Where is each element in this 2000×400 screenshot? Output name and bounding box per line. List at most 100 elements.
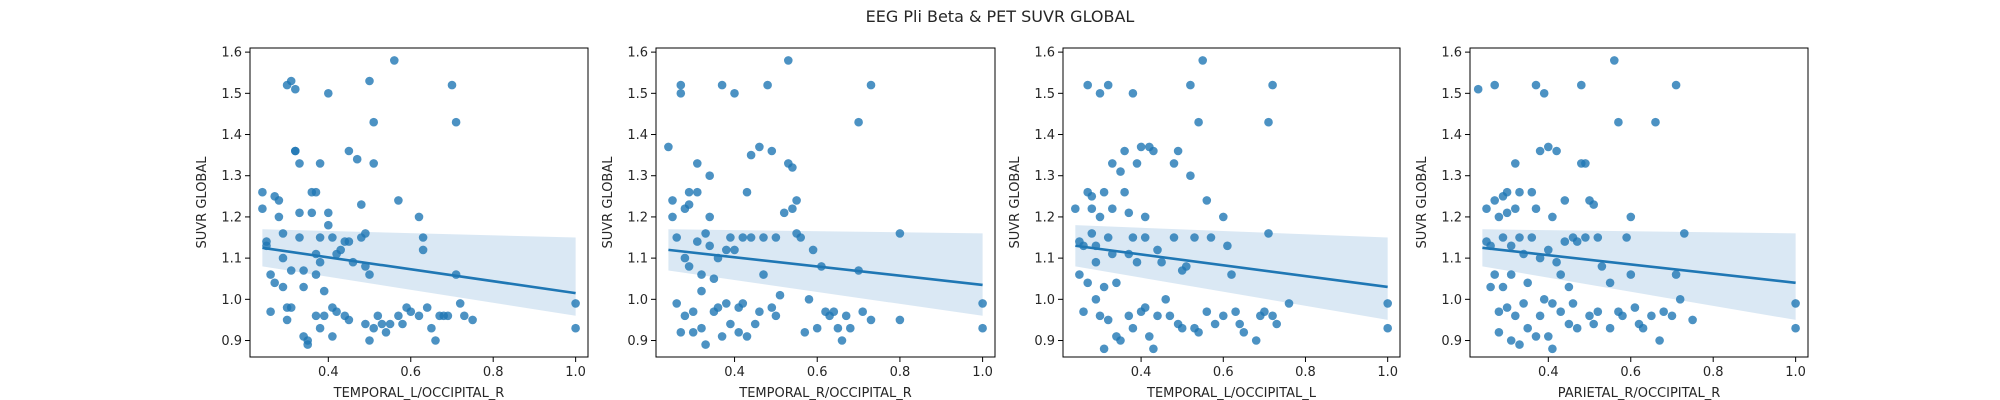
data-point — [796, 233, 805, 242]
data-point — [357, 200, 366, 209]
y-tick-label: 1.5 — [627, 87, 648, 102]
data-point — [866, 80, 876, 90]
y-tick-label: 1.5 — [1034, 87, 1055, 102]
data-point — [258, 204, 267, 213]
data-point — [734, 328, 743, 337]
data-point — [299, 282, 308, 292]
data-point — [846, 323, 855, 333]
data-point — [1572, 237, 1582, 246]
data-point — [1223, 241, 1232, 251]
data-point — [303, 336, 313, 345]
data-point — [717, 80, 727, 90]
y-tick-label: 1.6 — [1441, 46, 1462, 61]
data-point — [1075, 270, 1084, 279]
data-point — [1659, 307, 1668, 317]
data-point — [1552, 146, 1561, 156]
x-tick-label: 0.4 — [1538, 365, 1559, 380]
scatter-points — [1473, 56, 1800, 354]
data-point — [1099, 282, 1109, 292]
data-point — [394, 196, 403, 205]
data-point — [788, 163, 797, 172]
data-point — [315, 257, 325, 267]
data-point — [427, 323, 436, 333]
data-point — [1527, 187, 1537, 197]
data-point — [1177, 323, 1187, 333]
data-point — [390, 56, 399, 65]
data-point — [1647, 311, 1656, 321]
y-tick-label: 1.2 — [1441, 210, 1462, 225]
data-point — [1486, 282, 1495, 292]
data-point — [722, 245, 731, 255]
data-point — [344, 315, 354, 325]
y-tick-label: 1.4 — [1441, 128, 1462, 143]
data-point — [1108, 159, 1117, 168]
data-point — [571, 323, 580, 333]
data-point — [688, 307, 698, 317]
data-point — [1161, 295, 1170, 304]
data-point — [738, 299, 748, 308]
data-point — [763, 80, 772, 90]
data-point — [1618, 311, 1627, 321]
data-point — [680, 253, 690, 263]
y-axis-label: SUVR GLOBAL — [1008, 156, 1023, 249]
data-point — [755, 142, 764, 152]
data-point — [1548, 299, 1557, 308]
data-point — [784, 56, 793, 65]
data-point — [1552, 257, 1561, 267]
confidence-band — [262, 229, 576, 316]
data-point — [286, 266, 296, 275]
confidence-band — [668, 229, 983, 316]
data-point — [1124, 208, 1134, 218]
data-point — [978, 299, 987, 308]
data-point — [738, 233, 748, 242]
data-point — [1210, 319, 1220, 329]
data-point — [1502, 187, 1512, 197]
data-point — [1268, 311, 1277, 321]
data-point — [311, 187, 321, 197]
data-point — [1494, 307, 1504, 317]
y-tick-label: 1.1 — [1441, 252, 1462, 267]
data-point — [1548, 212, 1557, 222]
regression-line — [262, 246, 576, 295]
data-point — [1264, 117, 1273, 127]
data-point — [705, 171, 714, 180]
data-point — [278, 253, 288, 263]
data-point — [746, 233, 756, 242]
data-point — [1680, 229, 1689, 238]
data-point — [332, 307, 341, 317]
data-point — [792, 196, 801, 205]
data-point — [278, 282, 288, 292]
data-point — [451, 117, 461, 127]
data-point — [1651, 117, 1660, 127]
data-point — [1194, 117, 1203, 127]
data-point — [1087, 229, 1097, 238]
data-point — [1190, 233, 1199, 242]
y-tick-label: 1.2 — [627, 210, 648, 225]
data-point — [571, 299, 580, 308]
data-point — [1120, 146, 1129, 156]
data-point — [1128, 323, 1138, 333]
data-point — [759, 270, 768, 279]
x-tick-label: 0.4 — [1131, 365, 1152, 380]
data-point — [1531, 80, 1541, 90]
data-point — [1235, 319, 1244, 329]
data-point — [1490, 270, 1499, 279]
data-point — [837, 336, 847, 345]
data-point — [730, 89, 739, 98]
x-tick-label: 0.6 — [400, 365, 421, 380]
data-point — [742, 187, 752, 197]
data-point — [1120, 187, 1129, 197]
subplot-1: 0.4 0.6 0.8 1.0 0.9 1.0 1.1 1.2 1.3 1.4 1.5 1.6 TEMP… — [195, 46, 589, 400]
x-tick-label: 1.0 — [972, 365, 993, 380]
data-point — [1671, 80, 1681, 90]
data-point — [1264, 229, 1273, 238]
data-point — [1083, 80, 1092, 90]
y-tick-label: 1.6 — [1034, 46, 1055, 61]
data-point — [1198, 56, 1207, 65]
data-point — [1186, 171, 1195, 180]
data-point — [1593, 307, 1603, 317]
data-point — [328, 332, 337, 341]
data-point — [278, 229, 288, 238]
data-point — [307, 208, 317, 218]
data-point — [1095, 212, 1105, 222]
